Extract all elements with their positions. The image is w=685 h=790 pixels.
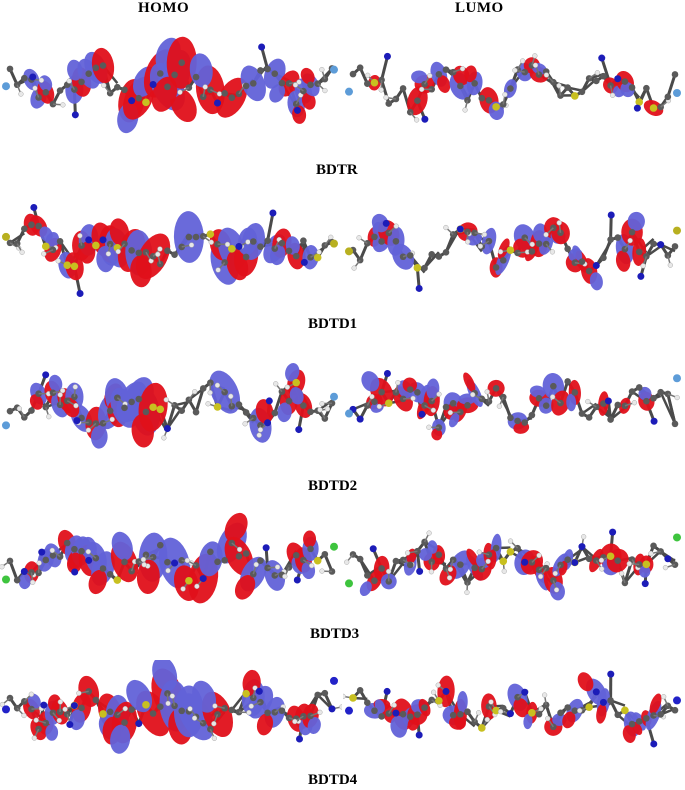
bdtd3-homo-orbital [0,512,338,604]
bdtd4-lumo-orbital [343,670,681,748]
bdtd3-lumo-orbital [344,528,681,601]
bdtd2-homo-orbital [2,363,338,449]
bdtd1-label: BDTD1 [308,316,358,332]
bdtd3-label: BDTD3 [310,626,360,642]
bdtr-lumo-orbital [345,52,681,123]
bdtd2-label: BDTD2 [308,478,358,494]
bdtr-label: BDTR [316,162,358,178]
bdtd1-homo-orbital [2,203,338,297]
bdtd2-lumo-orbital [345,370,681,441]
lumo-header: LUMO [455,0,504,16]
bdtd4-homo-orbital [0,660,342,754]
bdtr-homo-orbital [2,36,338,134]
bdtd4-label: BDTD4 [308,772,358,788]
homo-header: HOMO [138,0,190,16]
bdtd1-lumo-orbital [345,211,681,292]
